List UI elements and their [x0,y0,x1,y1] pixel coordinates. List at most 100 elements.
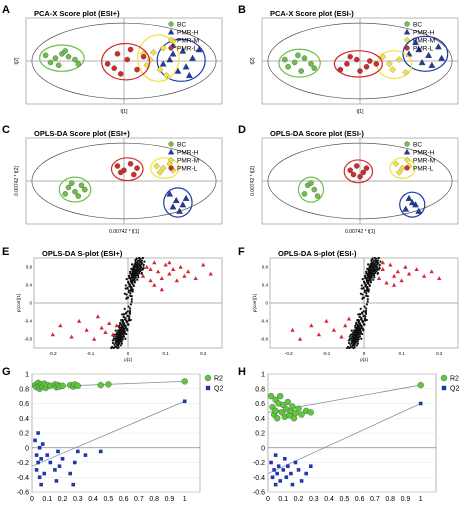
splot-variable-point [119,344,122,347]
splot-variable-point [117,346,120,349]
splot-variable-point [365,318,368,322]
splot-variable-point [128,309,132,312]
significant-variable-point [159,276,164,280]
y-axis-label: 0.00742 * t[2] [14,166,20,196]
data-point-pmr_l [117,71,124,77]
data-point-pmr_l [360,169,367,176]
significant-variable-point [208,271,213,276]
data-point-pmr_h [166,190,174,197]
y-tick-label: 0 [265,301,268,306]
splot-variable-point [376,272,379,275]
y-axis-label: 0.00742 * t[2] [250,166,256,196]
splot-variable-point [131,272,134,275]
significant-variable-point [167,260,172,265]
panel-letter: F [238,246,245,258]
group-ellipse-pmr_h [156,38,206,82]
data-point-q2 [290,482,295,487]
panel-letter: D [238,124,246,136]
data-point-q2 [54,479,59,483]
x-tick-label: 0.6 [355,496,365,503]
data-point-q2 [308,464,313,468]
splot-variable-point [361,311,364,314]
significant-variable-point [50,332,55,337]
splot-variable-point [372,278,375,281]
legend-label: PMR-L [413,166,434,173]
splot-variable-point [131,290,134,293]
splot-variable-point [137,256,141,260]
splot-variable-point [133,281,136,284]
significant-variable-point [339,334,344,339]
data-point-pmr_h [418,59,426,66]
x-tick-label: 0.7 [370,496,380,503]
splot-variable-point [128,317,131,320]
y-tick-label: -0.4 [260,319,268,324]
data-point-bc [65,53,72,60]
splot-variable-point [120,319,123,322]
q2-regression-line [31,400,185,467]
x-tick-label: -0.1 [87,351,95,356]
splot-variable-point [358,315,361,318]
splot-variable-point [364,277,367,280]
chart-svg: OPLS-DA S-plot (ESI+) -0.2 -0.1 0 0.1 0.2 -0.8… [16,249,223,362]
splot-variable-point [362,287,365,290]
splot-variable-point [369,263,372,267]
legend-marker-pmr_m [167,156,175,164]
x-tick-label: 0.3 [309,496,319,503]
significant-variable-point [92,336,97,341]
significant-variable-point [159,287,164,292]
chart-svg: OPLS-DA S-plot (ESI-) -0.2 -0.1 0 0.1 0.2 -0.8… [252,249,459,362]
splot-variable-point [119,329,122,332]
splot-variable-point [351,340,354,343]
x-tick-label: 0.2 [58,496,68,503]
splot-variable-point [122,335,125,338]
splot-variable-point [367,282,370,285]
y-tick-label: 1 [261,372,265,379]
y-tick-label: 0.8 [262,265,269,270]
splot-variable-point [376,265,379,269]
x-tick-label: 0.4 [88,496,98,503]
group-ellipse-pmr_h [402,35,449,72]
data-point-q2 [68,471,72,476]
data-point-pmr_l [337,66,344,73]
legend-label: BC [413,142,422,149]
legend-marker-pmr_l [404,165,410,171]
splot-variable-point [372,259,376,263]
panel-letter: A [2,4,10,16]
data-point-q2 [283,457,287,461]
x-tick-label: 0.1 [42,496,52,503]
chart-svg: -0.6 -0.4 -0.2 0 0.2 0.4 0.6 0.8 1 0 0.1 0.2 0.3 0.4 0… [17,372,224,504]
splot-variable-point [128,312,132,315]
legend-label: R2 [450,376,459,383]
splot-variable-point [130,267,133,270]
splot-variable-point [134,272,137,275]
data-point-pmr_h [179,47,187,54]
data-point-pmr_h [415,207,423,214]
group-ellipse-bc [39,44,85,72]
data-point-pmr_l [131,171,137,178]
data-point-q2 [33,438,37,443]
data-point-pmr_l [134,66,140,73]
legend-marker-q2 [441,385,447,391]
legend-marker-bc [168,21,174,27]
splot-variable-point [369,281,372,284]
data-point-pmr_l [140,53,147,60]
splot-variable-point [357,313,360,316]
y-axis-label: t[2] [250,57,256,65]
splot-variable-point [360,337,363,340]
splot-variable-point [359,292,362,295]
splot-variable-point [113,343,116,346]
data-point-pmr_l [363,165,370,171]
significant-variable-point [391,282,397,287]
splot-variable-point [110,345,114,349]
significant-variable-point [84,327,89,332]
y-tick-label: 0.2 [255,431,265,438]
splot-variable-point [359,307,362,310]
splot-variable-point [131,263,134,266]
splot-variable-point [119,340,122,343]
significant-variable-point [69,334,74,339]
splot-variable-point [128,319,131,322]
splot-variable-point [366,267,369,270]
legend-marker-bc [404,21,410,27]
splot-variable-point [365,292,368,295]
significant-variable-point [170,267,176,271]
